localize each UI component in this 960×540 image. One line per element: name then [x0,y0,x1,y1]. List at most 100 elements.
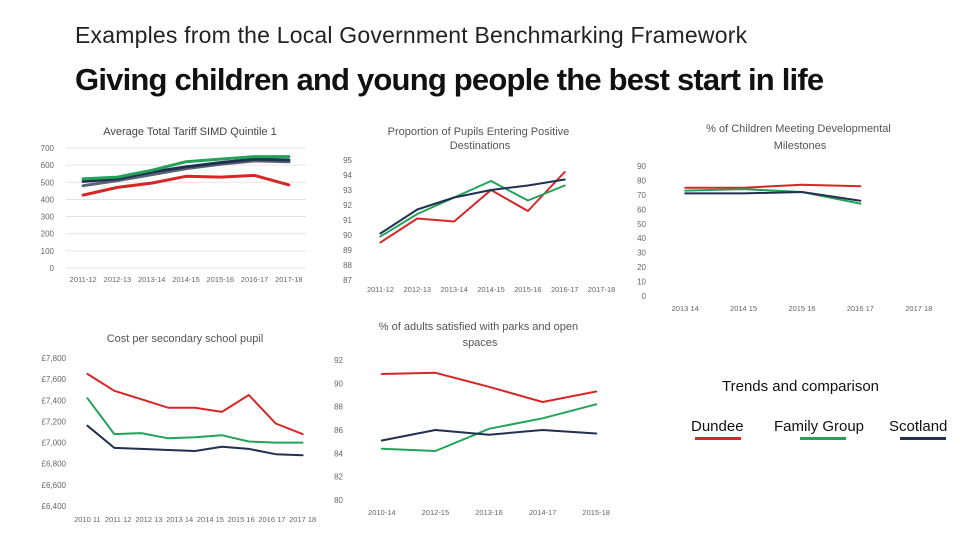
y-tick-label: 90 [637,162,646,171]
series-line-1 [684,188,862,205]
legend-line-family-group [800,437,846,440]
y-tick-label: 10 [637,278,646,287]
x-tick-label: 2017 18 [905,304,932,313]
y-tick-label: 94 [343,171,352,180]
x-tick-label: 2015-16 [514,285,542,294]
y-tick-label: 0 [50,264,55,273]
x-tick-label: 2013-16 [475,508,503,517]
y-tick-label: 300 [41,213,55,222]
chart-title-line-2: spaces [463,337,498,349]
y-tick-label: £6,800 [42,460,67,469]
x-tick-label: 2014-15 [172,275,200,284]
x-tick-label: 2015 16 [788,304,815,313]
legend-label-dundee: Dundee [691,418,744,435]
series-line-3 [81,173,291,197]
y-tick-label: 50 [637,220,646,229]
x-tick-label: 2014 15 [197,515,224,524]
y-tick-label: £6,600 [42,481,67,490]
chart-title-line-2: Destinations [450,140,511,152]
y-tick-label: 20 [637,263,646,272]
chart-title-line-2: Milestones [774,140,827,152]
series-line-2 [379,178,566,235]
x-tick-label: 2017-18 [275,275,303,284]
chart-title: % of adults satisfied with parks and ope… [379,321,581,349]
series-line-1 [81,157,291,183]
x-tick-label: 2016-17 [551,285,579,294]
x-tick-label: 2015-18 [582,508,610,517]
x-tick-label: 2013-14 [440,285,468,294]
y-tick-label: £7,400 [42,396,67,405]
y-tick-label: 80 [334,496,343,505]
y-tick-label: 95 [343,156,352,165]
chart-parks-satisfaction: % of adults satisfied with parks and ope… [334,321,610,517]
legend-line-dundee [695,437,741,440]
x-tick-label: 2013 14 [672,304,699,313]
series-line-0 [86,372,304,436]
legend-label-scotland: Scotland [889,418,948,435]
y-tick-label: 91 [343,216,352,225]
x-tick-label: 2011-12 [367,285,394,294]
chart-positive-destinations: Proportion of Pupils Entering Positive D… [343,126,616,294]
y-tick-label: 84 [334,449,343,458]
x-tick-label: 2017-18 [588,285,616,294]
x-tick-label: 2016 17 [258,515,285,524]
y-tick-label: 700 [41,144,55,153]
y-tick-label: 600 [41,161,55,170]
y-tick-label: 87 [343,276,352,285]
y-tick-label: 30 [637,249,646,258]
chart-title: Cost per secondary school pupil [107,333,264,345]
series-line-2 [86,424,304,457]
x-tick-label: 2010 11 [74,515,101,524]
y-tick-label: 90 [334,379,343,388]
y-tick-label: 500 [41,178,55,187]
page-kicker: Examples from the Local Government Bench… [75,22,748,48]
x-tick-label: 2013-14 [138,275,166,284]
x-tick-label: 2011-12 [70,275,97,284]
series-line-0 [81,159,291,188]
x-tick-label: 2016-17 [241,275,269,284]
legend-heading: Trends and comparison [722,378,880,395]
series-line-1 [379,180,566,238]
y-tick-label: 82 [334,473,343,482]
x-tick-label: 2011 12 [105,515,132,524]
chart-title-line-1: Proportion of Pupils Entering Positive [388,126,570,138]
y-tick-label: 400 [41,195,55,204]
y-tick-label: 200 [41,230,55,239]
y-tick-label: 92 [343,201,352,210]
x-tick-label: 2012-15 [422,508,450,517]
chart-average-tariff: Average Total Tariff SIMD Quintile 1 0 10… [41,126,306,284]
x-tick-label: 2016 17 [847,304,874,313]
y-tick-label: 88 [343,261,352,270]
x-tick-label: 2010-14 [368,508,396,517]
y-tick-label: 86 [334,426,343,435]
x-tick-label: 2012-13 [404,285,432,294]
y-tick-label: 40 [637,234,646,243]
y-tick-label: 89 [343,246,352,255]
chart-title-line-1: % of adults satisfied with parks and ope… [379,321,578,333]
series-line-2 [380,429,598,442]
x-tick-label: 2015 16 [228,515,255,524]
y-tick-label: 80 [637,176,646,185]
series-line-1 [86,397,304,444]
chart-developmental-milestones: % of Children Meeting Developmental Mile… [637,123,932,313]
page-title: Giving children and young people the bes… [75,62,824,97]
series-line-0 [380,371,598,403]
y-tick-label: £7,000 [42,439,67,448]
chart-title: Average Total Tariff SIMD Quintile 1 [103,126,276,138]
y-tick-label: 100 [41,247,55,256]
chart-title-line-1: % of Children Meeting Developmental [706,123,891,135]
series-line-0 [684,183,862,189]
y-tick-label: £7,800 [42,354,67,363]
series-line-2 [684,191,862,202]
series-line-1 [380,403,598,452]
x-tick-label: 2014-17 [529,508,557,517]
y-tick-label: 90 [343,231,352,240]
y-tick-label: 60 [637,205,646,214]
chart-title: Proportion of Pupils Entering Positive D… [388,126,573,152]
x-tick-label: 2012-13 [104,275,132,284]
y-tick-label: £7,600 [42,375,67,384]
x-tick-label: 2017 18 [289,515,316,524]
legend-label-family-group: Family Group [774,418,865,435]
legend-line-scotland [900,437,946,440]
series-line-2 [81,155,291,181]
